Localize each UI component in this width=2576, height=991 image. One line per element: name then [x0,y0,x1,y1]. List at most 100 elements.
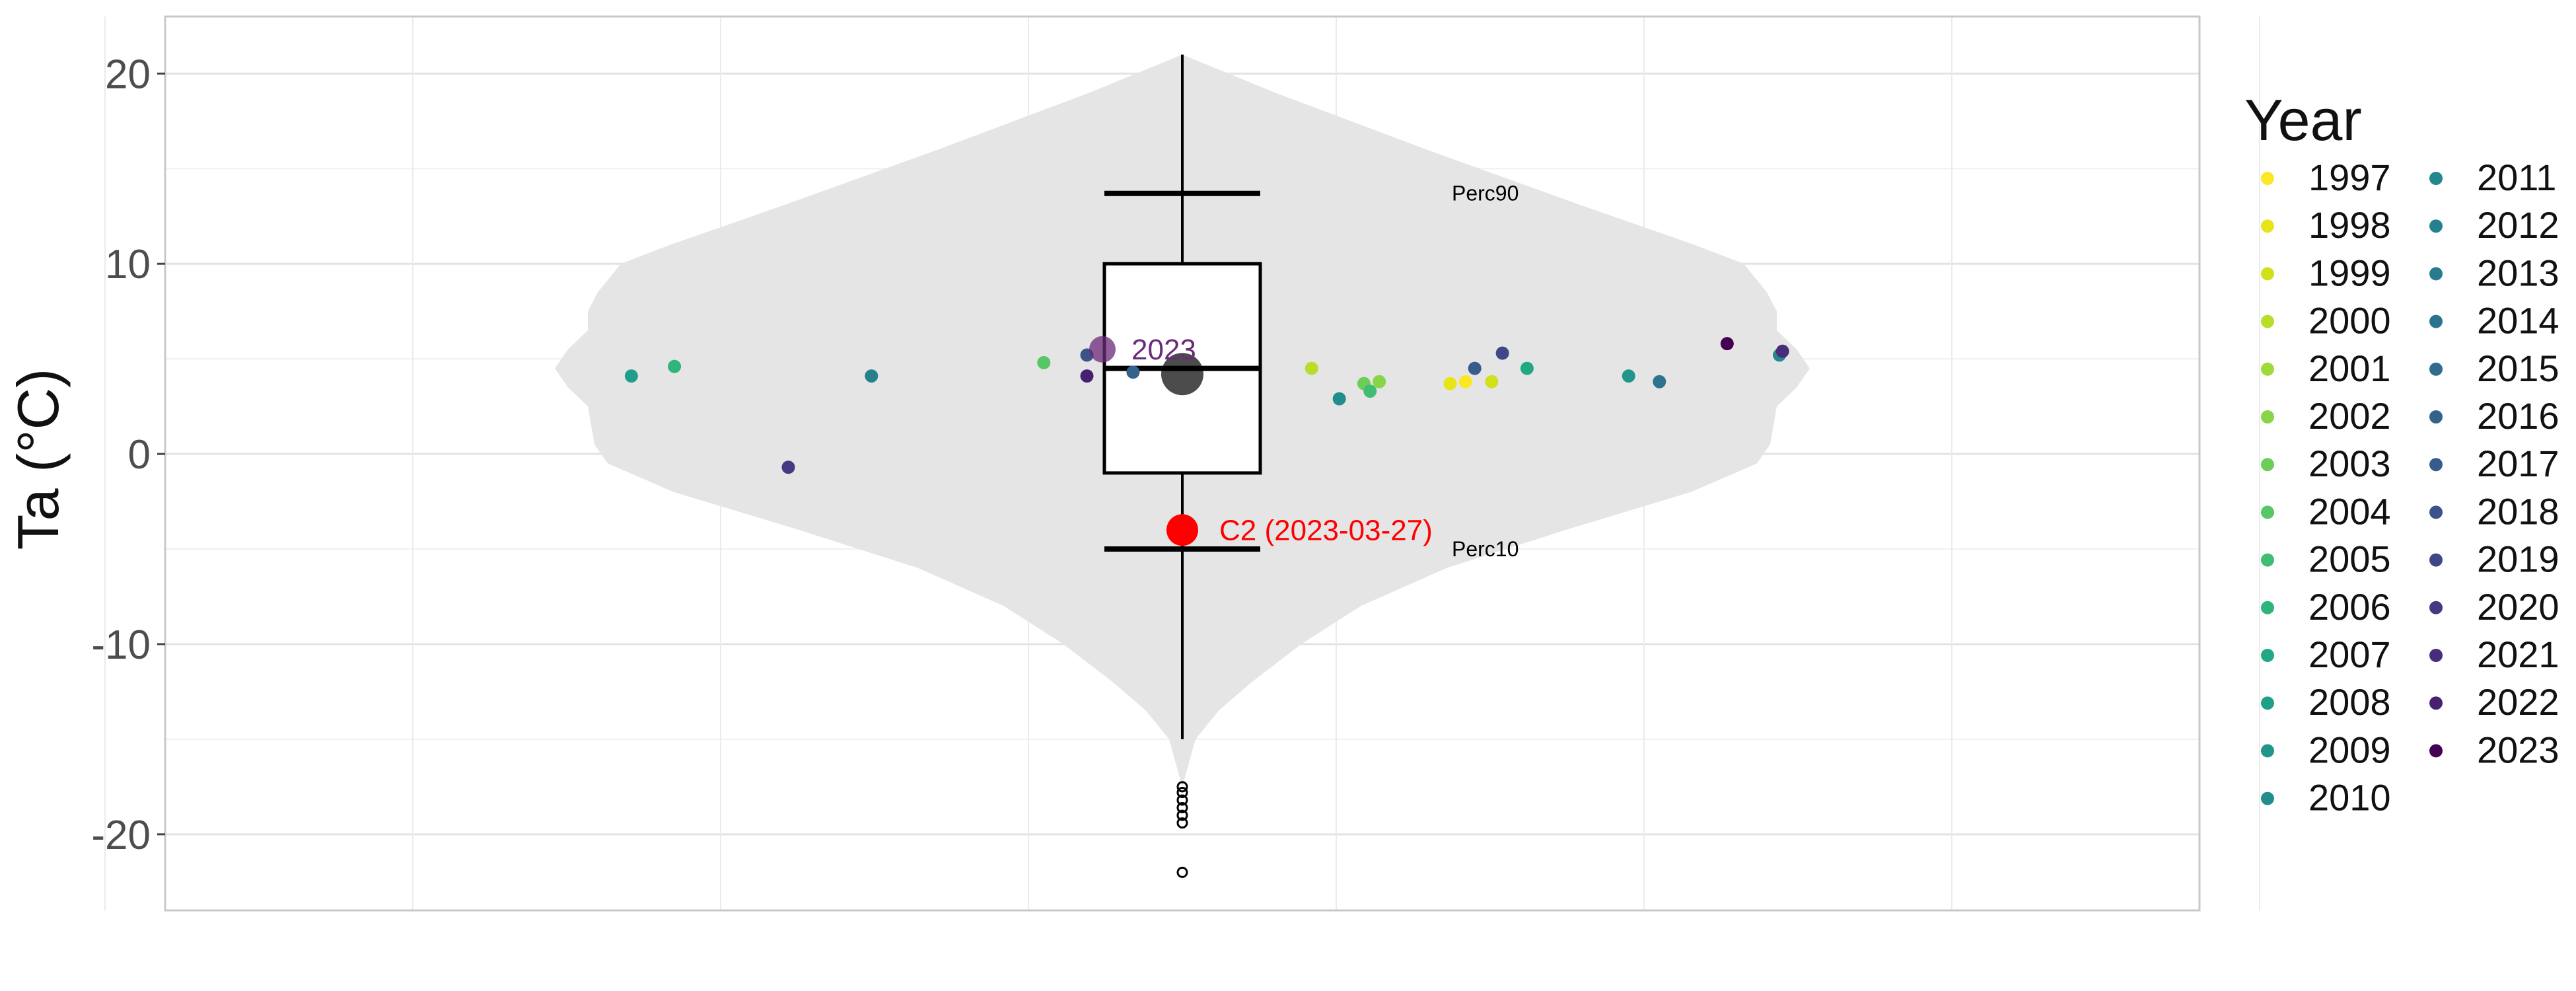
legend-swatch [2429,172,2443,185]
legend-item: 2009 [2261,729,2391,770]
mean-marker [1161,353,1203,396]
legend-item: 2012 [2429,204,2559,246]
data-point [865,369,878,383]
legend-swatch [2261,458,2274,472]
legend-item: 2013 [2429,252,2559,293]
data-point [1468,361,1482,375]
legend-label: 2010 [2308,777,2391,819]
legend-swatch [2261,791,2274,805]
data-point [1126,365,1140,379]
legend-swatch [2261,410,2274,423]
legend-item: 2010 [2261,777,2391,819]
legend-label: 2001 [2308,348,2391,389]
highlight-c2-marker [1166,514,1198,546]
legend-item: 2006 [2261,586,2391,628]
outlier-point [1176,866,1188,878]
data-point [1775,344,1789,358]
data-point [1485,375,1499,388]
plot-panel-border [164,15,2201,912]
legend-swatch [2429,314,2443,328]
legend-label: 2012 [2477,204,2559,246]
highlight-c2-label: C2 (2023-03-27) [1219,514,1433,546]
legend-item: 2021 [2429,634,2559,675]
data-point [1373,375,1386,388]
data-point [624,369,638,383]
legend-item: 2023 [2429,729,2559,770]
legend-label: 2016 [2477,395,2559,437]
legend-item: 2014 [2429,300,2559,342]
legend-label: 1997 [2308,157,2391,198]
legend: Year 1997 1998 1999 2000 2001 2002 2003 2004 200… [2244,87,2559,819]
y-axis: -20 -10 0 10 20 [91,52,165,858]
legend-item: 2000 [2261,300,2391,342]
data-point [1037,355,1051,369]
legend-swatch [2261,696,2274,710]
legend-label: 2000 [2308,300,2391,342]
legend-label: 2002 [2308,395,2391,437]
data-point [1495,346,1509,360]
legend-swatch [2261,314,2274,328]
y-tick-label: 0 [128,432,151,478]
y-tick-label: -20 [91,813,151,858]
legend-swatch [2429,505,2443,519]
highlight-2023-marker [1089,336,1116,363]
legend-label: 2021 [2477,634,2559,675]
data-point [1458,375,1472,388]
data-point [1622,369,1635,383]
outlier-point [1176,817,1188,829]
legend-item: 1998 [2261,204,2391,246]
y-tick-label: 20 [105,52,151,97]
legend-swatch [2261,601,2274,614]
legend-item: 2005 [2261,538,2391,580]
legend-swatch [2261,267,2274,281]
data-point [1332,392,1346,406]
legend-item: 2007 [2261,634,2391,675]
outlier-point [1176,781,1188,793]
data-point [781,460,795,474]
outlier-point [1176,787,1188,799]
legend-item: 2015 [2429,348,2559,389]
ref-line-label: Perc90 [1452,182,1519,205]
legend-item: 2019 [2429,538,2559,580]
legend-label: 2007 [2308,634,2391,675]
legend-label: 2006 [2308,586,2391,628]
legend-swatch [2261,649,2274,662]
legend-item: 2003 [2261,443,2391,484]
legend-swatch [2429,553,2443,567]
legend-item: 2017 [2429,443,2559,484]
legend-label: 1998 [2308,204,2391,246]
legend-label: 2015 [2477,348,2559,389]
highlight-markers: 2023 C2 (2023-03-27) [1089,334,1433,546]
highlight-2023-label: 2023 [1131,334,1196,366]
legend-swatch [2429,649,2443,662]
legend-swatch [2261,553,2274,567]
legend-label: 2022 [2477,681,2559,723]
legend-swatch [2429,267,2443,281]
data-point [1363,385,1377,398]
legend-item: 2020 [2429,586,2559,628]
data-point [668,359,682,373]
data-point [1653,375,1666,388]
legend-swatch [2429,458,2443,472]
outlier-point [1176,794,1188,806]
legend-item: 2018 [2429,490,2559,532]
legend-item: 2002 [2261,395,2391,437]
y-tick-label: 10 [105,242,151,287]
legend-item: 2001 [2261,348,2391,389]
legend-label: 2008 [2308,681,2391,723]
legend-swatch [2429,362,2443,376]
y-tick-label: -10 [91,622,151,668]
legend-item: 2004 [2261,490,2391,532]
legend-title: Year [2244,87,2362,153]
legend-label: 2011 [2477,157,2556,198]
legend-label: 2018 [2477,490,2559,532]
legend-swatch [2429,696,2443,710]
legend-label: 2004 [2308,490,2391,532]
legend-swatch [2429,601,2443,614]
legend-label: 2005 [2308,538,2391,580]
legend-swatch [2261,219,2274,233]
legend-label: 2017 [2477,443,2559,484]
legend-swatch [2261,362,2274,376]
data-point [1080,369,1094,383]
